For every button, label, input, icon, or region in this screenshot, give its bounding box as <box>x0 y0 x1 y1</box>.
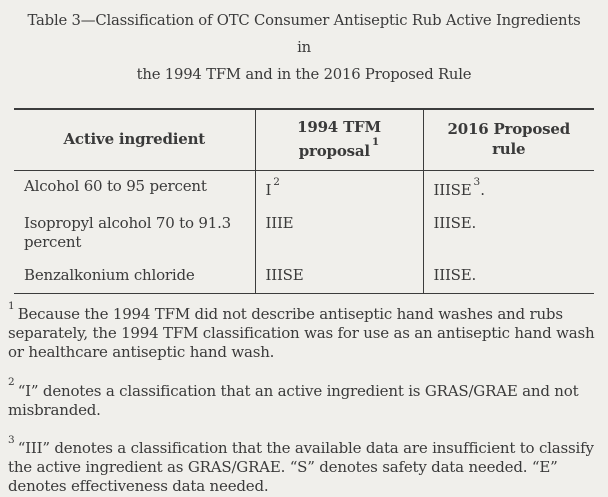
footnote-1-marker: 1 <box>8 299 15 312</box>
table-title-line-2: the 1994 TFM and in the 2016 Proposed Ru… <box>136 66 472 83</box>
table-row-benzalkonium-chloride: Benzalkonium chloride IIISE IIISE. <box>14 260 594 294</box>
cell-ingredient: Alcohol 60 to 95 percent <box>24 177 207 195</box>
column-header-1994-tfm-proposal: 1994 TFM proposal 1 <box>254 109 423 171</box>
cell-rule-classification: IIISE. <box>422 208 594 260</box>
footnote-ref-3: 3 <box>473 175 481 188</box>
table-title: Table 3—Classification of OTC Consumer A… <box>24 7 584 88</box>
footnote-2-text: “I” denotes a classification that an act… <box>8 381 579 419</box>
footnote-2-marker: 2 <box>8 376 15 389</box>
table-title-line-1: Table 3—Classification of OTC Consumer A… <box>27 12 581 56</box>
table-row-isopropyl-alcohol: Isopropyl alcohol 70 to 91.3 percent III… <box>14 208 594 260</box>
cell-ingredient: Benzalkonium chloride <box>24 266 195 284</box>
footnote-ref-1: 1 <box>371 136 380 148</box>
footnote-ref-2: 2 <box>273 175 280 188</box>
cell-tfm-classification: IIIE <box>254 208 423 260</box>
cell-rule-classification: IIISE. <box>422 260 594 294</box>
footnote-1-text: Because the 1994 TFM did not describe an… <box>8 305 595 362</box>
cell-tfm-classification: IIISE <box>254 260 423 294</box>
footnote-3-marker: 3 <box>8 433 15 446</box>
footnote-1: 1 Because the 1994 TFM did not describe a… <box>8 299 602 363</box>
cell-rule-classification: IIISE 3. <box>422 170 594 208</box>
cell-ingredient: Isopropyl alcohol 70 to 91.3 percent <box>24 214 232 251</box>
column-header-2016-proposed-rule: 2016 Proposed rule <box>422 109 594 171</box>
footnote-3-text: “III” denotes a classification that the … <box>8 439 594 496</box>
footnotes-section: 1 Because the 1994 TFM did not describe a… <box>8 299 602 497</box>
column-header-active-ingredient: Active ingredient <box>14 109 255 171</box>
footnote-3: 3 “III” denotes a classification that the… <box>8 433 602 497</box>
footnote-2: 2 “I” denotes a classification that an ac… <box>8 376 602 420</box>
classification-table: Active ingredient 1994 TFM proposal 1 201… <box>14 108 594 294</box>
table-header-row: Active ingredient 1994 TFM proposal 1 201… <box>14 109 594 171</box>
